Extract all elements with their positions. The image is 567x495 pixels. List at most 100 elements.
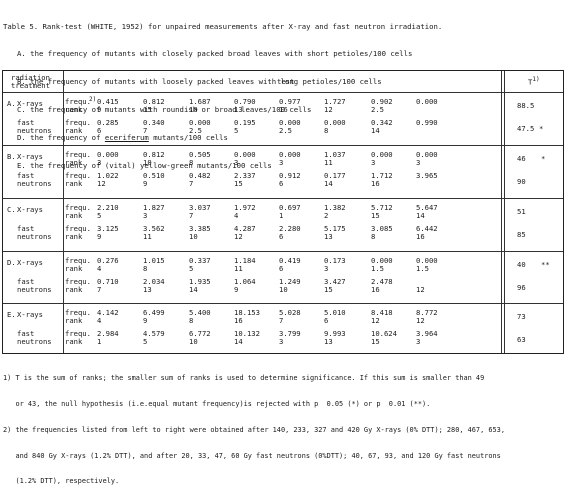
rank-value: 6 (279, 232, 284, 241)
rank-value: 5 (189, 264, 194, 273)
row-label-fast: fast (17, 224, 35, 233)
rank-label: rank (65, 158, 83, 167)
rank-value: 10 (279, 285, 288, 294)
rank-label: rank (65, 211, 83, 220)
rank-value: 16 (416, 232, 425, 241)
frequency-value: 4.287 (234, 224, 256, 233)
rank-value: 3 (97, 158, 102, 167)
row-label-xrays: X-rays (17, 99, 43, 108)
frequency-value: 0.340 (143, 118, 165, 127)
caption-line-b: B. the frequency of mutants with loosely… (17, 77, 382, 87)
rank-label: rank (65, 126, 83, 135)
footnote-line: (1.2% DTT), respectively. (3, 477, 120, 486)
row-label-xrays: X-rays (17, 205, 43, 214)
rank-value: 3 (416, 337, 421, 346)
frequency-value: 5.400 (189, 308, 211, 317)
rank-value: 14 (324, 179, 333, 188)
rank-value: 3 (279, 337, 284, 346)
rank-value: 8 (371, 232, 376, 241)
rank-value: 3 (416, 158, 421, 167)
rank-label: rank (65, 232, 83, 241)
frequency-value: 6.499 (143, 308, 165, 317)
frequency-value: 0.812 (143, 97, 165, 106)
frequ-label: frequ. (65, 203, 91, 212)
rank-value: 3 (324, 264, 329, 273)
t-value: 40 (517, 260, 526, 269)
row-label-xrays: X-rays (17, 152, 43, 161)
rank-value: 14 (189, 285, 198, 294)
group-divider (3, 303, 563, 304)
rank-value: 9 (234, 285, 239, 294)
group-letter: B. (7, 152, 16, 161)
table-footnotes: 1) T is the sum of ranks; the smaller su… (3, 357, 565, 495)
rank-value: 15 (234, 179, 243, 188)
rank-value: 1.5 (416, 264, 429, 273)
frequency-value: 0.510 (143, 171, 165, 180)
caption-line-e: E. the frequency of (vital) yellow-green… (17, 161, 272, 171)
frequency-value: 0.342 (371, 118, 393, 127)
significance-mark: * (541, 154, 546, 163)
caption-line-d-suffix: mutants/100 cells (148, 133, 228, 143)
rank-value: 16 (371, 179, 380, 188)
frequency-value: 0.790 (234, 97, 256, 106)
t-value: 90 (517, 177, 526, 186)
t-value: 63 (517, 335, 526, 344)
t-value: 96 (517, 283, 526, 292)
rank-value: 6 (279, 179, 284, 188)
row-label-fast: fast (17, 329, 35, 338)
significance-mark: ** (541, 260, 550, 269)
frequency-value: 5.010 (324, 308, 346, 317)
rank-value: 5 (143, 337, 148, 346)
rank-value: 6 (324, 316, 329, 325)
header-radiation: radiation (11, 73, 50, 82)
rank-value: 1 (97, 337, 102, 346)
group-letter: C. (7, 205, 16, 214)
frequency-value: 0.000 (189, 118, 211, 127)
group-divider (3, 251, 563, 252)
footnote-line: 2) the frequencies listed from left to r… (3, 425, 505, 434)
frequency-value: 3.085 (371, 224, 393, 233)
frequ-label: frequ. (65, 256, 91, 265)
frequency-value: 1.972 (234, 203, 256, 212)
header-test: test (277, 77, 295, 86)
rank-value: 7 (189, 179, 194, 188)
rank-label: rank (65, 179, 83, 188)
header-t-footnote-mark: 1) (532, 76, 540, 83)
frequency-value: 0.000 (279, 118, 301, 127)
group-divider (3, 198, 563, 199)
frequency-value: 1.184 (234, 256, 256, 265)
rank-value: 15 (371, 337, 380, 346)
rank-value: 13 (234, 105, 243, 114)
row-label-neutrons: neutrons (17, 337, 52, 346)
rank-value: 11 (143, 232, 152, 241)
frequency-value: 0.812 (143, 150, 165, 159)
frequency-value: 0.419 (279, 256, 301, 265)
significance-mark: * (539, 124, 544, 133)
frequ-label: frequ. (65, 224, 91, 233)
frequ-label: frequ. (65, 329, 91, 338)
rank-value: 4 (97, 316, 102, 325)
frequency-value: 3.562 (143, 224, 165, 233)
frequency-value: 0.000 (416, 256, 438, 265)
frequency-value: 1.249 (279, 277, 301, 286)
rank-value: 6 (97, 126, 102, 135)
frequency-value: 3.037 (189, 203, 211, 212)
rank-label: rank (65, 285, 83, 294)
frequency-value: 1.022 (97, 171, 119, 180)
frequency-value: 0.177 (324, 171, 346, 180)
frequency-value: 1.037 (324, 150, 346, 159)
rank-value: 12 (324, 105, 333, 114)
rank-value: 11 (234, 264, 243, 273)
table-caption: Table 5. Rank-test (WHITE, 1952) for unp… (3, 3, 565, 180)
frequency-value: 0.415 (97, 97, 119, 106)
frequency-value: 0.710 (97, 277, 119, 286)
frequency-value: 1.827 (143, 203, 165, 212)
frequency-value: 2.337 (234, 171, 256, 180)
rank-value: 8 (189, 158, 194, 167)
frequency-value: 3.427 (324, 277, 346, 286)
header-divider (3, 92, 563, 93)
rank-value: 9 (97, 105, 102, 114)
rank-value: 7 (97, 285, 102, 294)
rank-value: 14 (416, 211, 425, 220)
rank-value: 10 (189, 105, 198, 114)
